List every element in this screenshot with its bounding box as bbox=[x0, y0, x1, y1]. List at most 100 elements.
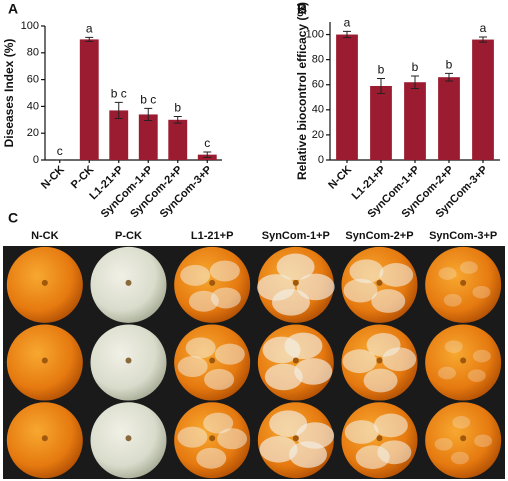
mold-patch bbox=[180, 264, 211, 286]
mold-patch bbox=[264, 363, 303, 391]
significance-letter: a bbox=[344, 16, 351, 30]
mold-patch bbox=[472, 349, 491, 363]
error-bar bbox=[411, 75, 419, 89]
fruit-stem bbox=[125, 357, 132, 364]
mold-patch bbox=[204, 368, 235, 390]
column-header: SynCom-3+P bbox=[429, 230, 497, 242]
y-tick-label: 40 bbox=[27, 100, 39, 112]
column-header: P-CK bbox=[115, 230, 142, 242]
error-bar bbox=[203, 151, 212, 158]
x-tick-label: N-CK bbox=[326, 164, 354, 192]
significance-letter: b bbox=[446, 58, 453, 72]
mold-patch bbox=[210, 287, 241, 309]
mold-patch bbox=[185, 337, 216, 359]
fruit-stem bbox=[376, 357, 383, 364]
error-bar bbox=[114, 101, 123, 119]
mold-patch bbox=[450, 451, 469, 465]
y-tick-label: 60 bbox=[312, 79, 324, 91]
bar bbox=[109, 110, 129, 160]
mold-patch bbox=[379, 263, 414, 287]
fruit-stem bbox=[209, 279, 216, 286]
mold-patch bbox=[438, 267, 457, 280]
y-tick-label: 80 bbox=[27, 47, 39, 59]
mold-patch bbox=[196, 447, 227, 469]
significance-letter: c bbox=[204, 136, 210, 150]
mold-patch bbox=[363, 368, 398, 393]
bar bbox=[438, 77, 460, 160]
mold-patch bbox=[343, 278, 378, 303]
y-tick-label: 100 bbox=[21, 20, 39, 32]
mold-patch bbox=[349, 259, 384, 284]
mold-patch bbox=[217, 428, 248, 450]
mold-patch bbox=[294, 358, 333, 385]
mold-patch bbox=[373, 413, 408, 438]
y-tick-label: 0 bbox=[33, 154, 39, 166]
bar bbox=[168, 119, 188, 160]
bar bbox=[336, 34, 358, 160]
fruit-stem bbox=[376, 435, 383, 442]
y-tick-label: 100 bbox=[306, 28, 324, 40]
mold-patch bbox=[259, 435, 298, 463]
bar bbox=[79, 39, 99, 160]
error-bar bbox=[173, 115, 182, 124]
column-header: L1-21+P bbox=[191, 230, 234, 242]
mold-patch bbox=[437, 366, 456, 380]
mold-patch bbox=[472, 285, 491, 299]
y-axis-label: Diseases Index (%) bbox=[2, 39, 16, 148]
mold-patch bbox=[262, 336, 301, 364]
fruit-stem bbox=[292, 279, 299, 286]
column-header: SynCom-2+P bbox=[345, 230, 413, 242]
column-header: N-CK bbox=[31, 230, 59, 242]
bar bbox=[404, 82, 426, 160]
panel-label: B bbox=[297, 1, 307, 17]
mold-patch bbox=[342, 349, 377, 374]
fruit-stem bbox=[460, 357, 467, 364]
fruit-stem bbox=[460, 279, 467, 286]
mold-patch bbox=[443, 293, 462, 307]
y-tick-label: 0 bbox=[318, 154, 324, 166]
mold-patch bbox=[209, 260, 240, 282]
fruit-stem bbox=[460, 435, 467, 442]
fruit-stem bbox=[209, 435, 216, 442]
fruit-stem bbox=[41, 435, 48, 442]
x-tick-label: N-CK bbox=[39, 164, 67, 192]
fruit-stem bbox=[41, 279, 48, 286]
photo-panel bbox=[3, 246, 505, 479]
mold-patch bbox=[434, 437, 453, 451]
x-tick-label: SynCom-3+P bbox=[158, 164, 215, 221]
mold-patch bbox=[177, 426, 208, 448]
y-axis-label: Relative biocontrol efficacy (%) bbox=[295, 2, 309, 180]
fruit-stem bbox=[209, 357, 216, 364]
mold-patch bbox=[276, 253, 315, 281]
mold-patch bbox=[444, 340, 463, 354]
bar bbox=[472, 39, 494, 160]
bar bbox=[138, 114, 158, 160]
error-bar bbox=[144, 107, 153, 121]
y-tick-label: 80 bbox=[312, 54, 324, 66]
significance-letter: c bbox=[57, 144, 63, 158]
significance-letter: b c bbox=[140, 93, 156, 107]
error-bar bbox=[343, 30, 351, 39]
mold-patch bbox=[459, 261, 478, 274]
fruit-stem bbox=[125, 435, 132, 442]
y-tick-label: 40 bbox=[312, 104, 324, 116]
significance-letter: b bbox=[174, 101, 181, 115]
error-bar bbox=[445, 72, 453, 82]
mold-patch bbox=[269, 410, 308, 437]
fruit-stem bbox=[125, 279, 132, 286]
mold-patch bbox=[296, 273, 335, 301]
x-tick-label: P-CK bbox=[69, 164, 97, 192]
significance-letter: b bbox=[378, 63, 385, 77]
fruit-stem bbox=[41, 357, 48, 364]
fruit-stem bbox=[376, 279, 383, 286]
y-tick-label: 60 bbox=[27, 74, 39, 86]
significance-letter: b bbox=[412, 60, 419, 74]
significance-letter: b c bbox=[111, 87, 127, 101]
significance-letter: a bbox=[86, 22, 93, 36]
error-bar bbox=[479, 36, 487, 43]
y-tick-label: 20 bbox=[27, 127, 39, 139]
mold-patch bbox=[366, 333, 401, 357]
mold-patch bbox=[271, 289, 310, 316]
error-bar bbox=[85, 36, 94, 42]
